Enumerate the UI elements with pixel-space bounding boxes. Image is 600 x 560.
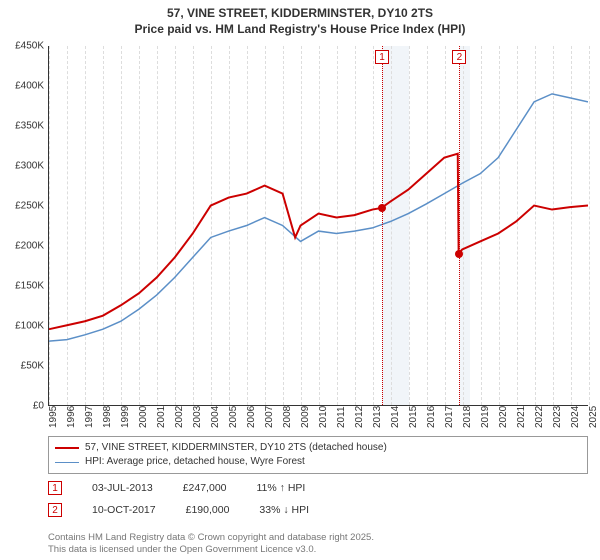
chart-plot-area: 12 xyxy=(48,46,588,406)
legend-row-hpi: HPI: Average price, detached house, Wyre… xyxy=(55,455,581,469)
sale-dot xyxy=(378,204,386,212)
legend-swatch-price-paid xyxy=(55,447,79,449)
y-tick-label: £150K xyxy=(0,281,44,292)
legend-row-price-paid: 57, VINE STREET, KIDDERMINSTER, DY10 2TS… xyxy=(55,441,581,455)
legend-label-price-paid: 57, VINE STREET, KIDDERMINSTER, DY10 2TS… xyxy=(85,441,387,455)
marker-label: 1 xyxy=(375,50,389,64)
y-tick-label: £200K xyxy=(0,241,44,252)
sale-price-2: £190,000 xyxy=(186,504,230,516)
marker-line xyxy=(382,46,383,405)
x-tick-label: 2025 xyxy=(588,398,600,428)
series-line-hpi xyxy=(49,94,588,341)
sale-badge-2: 2 xyxy=(48,503,62,517)
chart-title-line1: 57, VINE STREET, KIDDERMINSTER, DY10 2TS xyxy=(0,0,600,22)
sale-delta-2: 33% ↓ HPI xyxy=(259,504,309,516)
marker-line xyxy=(459,46,460,405)
sale-dot xyxy=(455,250,463,258)
y-tick-label: £50K xyxy=(0,361,44,372)
footer-attribution: Contains HM Land Registry data © Crown c… xyxy=(48,532,374,556)
sale-badge-1: 1 xyxy=(48,481,62,495)
y-tick-label: £0 xyxy=(0,401,44,412)
y-tick-label: £400K xyxy=(0,81,44,92)
marker-label: 2 xyxy=(452,50,466,64)
legend-swatch-hpi xyxy=(55,462,79,463)
y-tick-label: £100K xyxy=(0,321,44,332)
sale-row-1: 1 03-JUL-2013 £247,000 11% ↑ HPI xyxy=(48,478,588,498)
chart-svg xyxy=(49,46,588,405)
y-tick-label: £250K xyxy=(0,201,44,212)
sale-price-1: £247,000 xyxy=(183,482,227,494)
grid-line xyxy=(589,46,590,405)
sale-row-2: 2 10-OCT-2017 £190,000 33% ↓ HPI xyxy=(48,500,588,520)
legend-box: 57, VINE STREET, KIDDERMINSTER, DY10 2TS… xyxy=(48,436,588,474)
series-line-price_paid xyxy=(49,154,588,330)
sale-delta-1: 11% ↑ HPI xyxy=(257,482,306,494)
chart-title-line2: Price paid vs. HM Land Registry's House … xyxy=(0,22,600,36)
footer-line2: This data is licensed under the Open Gov… xyxy=(48,544,374,556)
sale-date-1: 03-JUL-2013 xyxy=(92,482,153,494)
footer-line1: Contains HM Land Registry data © Crown c… xyxy=(48,532,374,544)
sale-date-2: 10-OCT-2017 xyxy=(92,504,156,516)
y-tick-label: £450K xyxy=(0,41,44,52)
y-tick-label: £300K xyxy=(0,161,44,172)
y-tick-label: £350K xyxy=(0,121,44,132)
legend-label-hpi: HPI: Average price, detached house, Wyre… xyxy=(85,455,305,469)
